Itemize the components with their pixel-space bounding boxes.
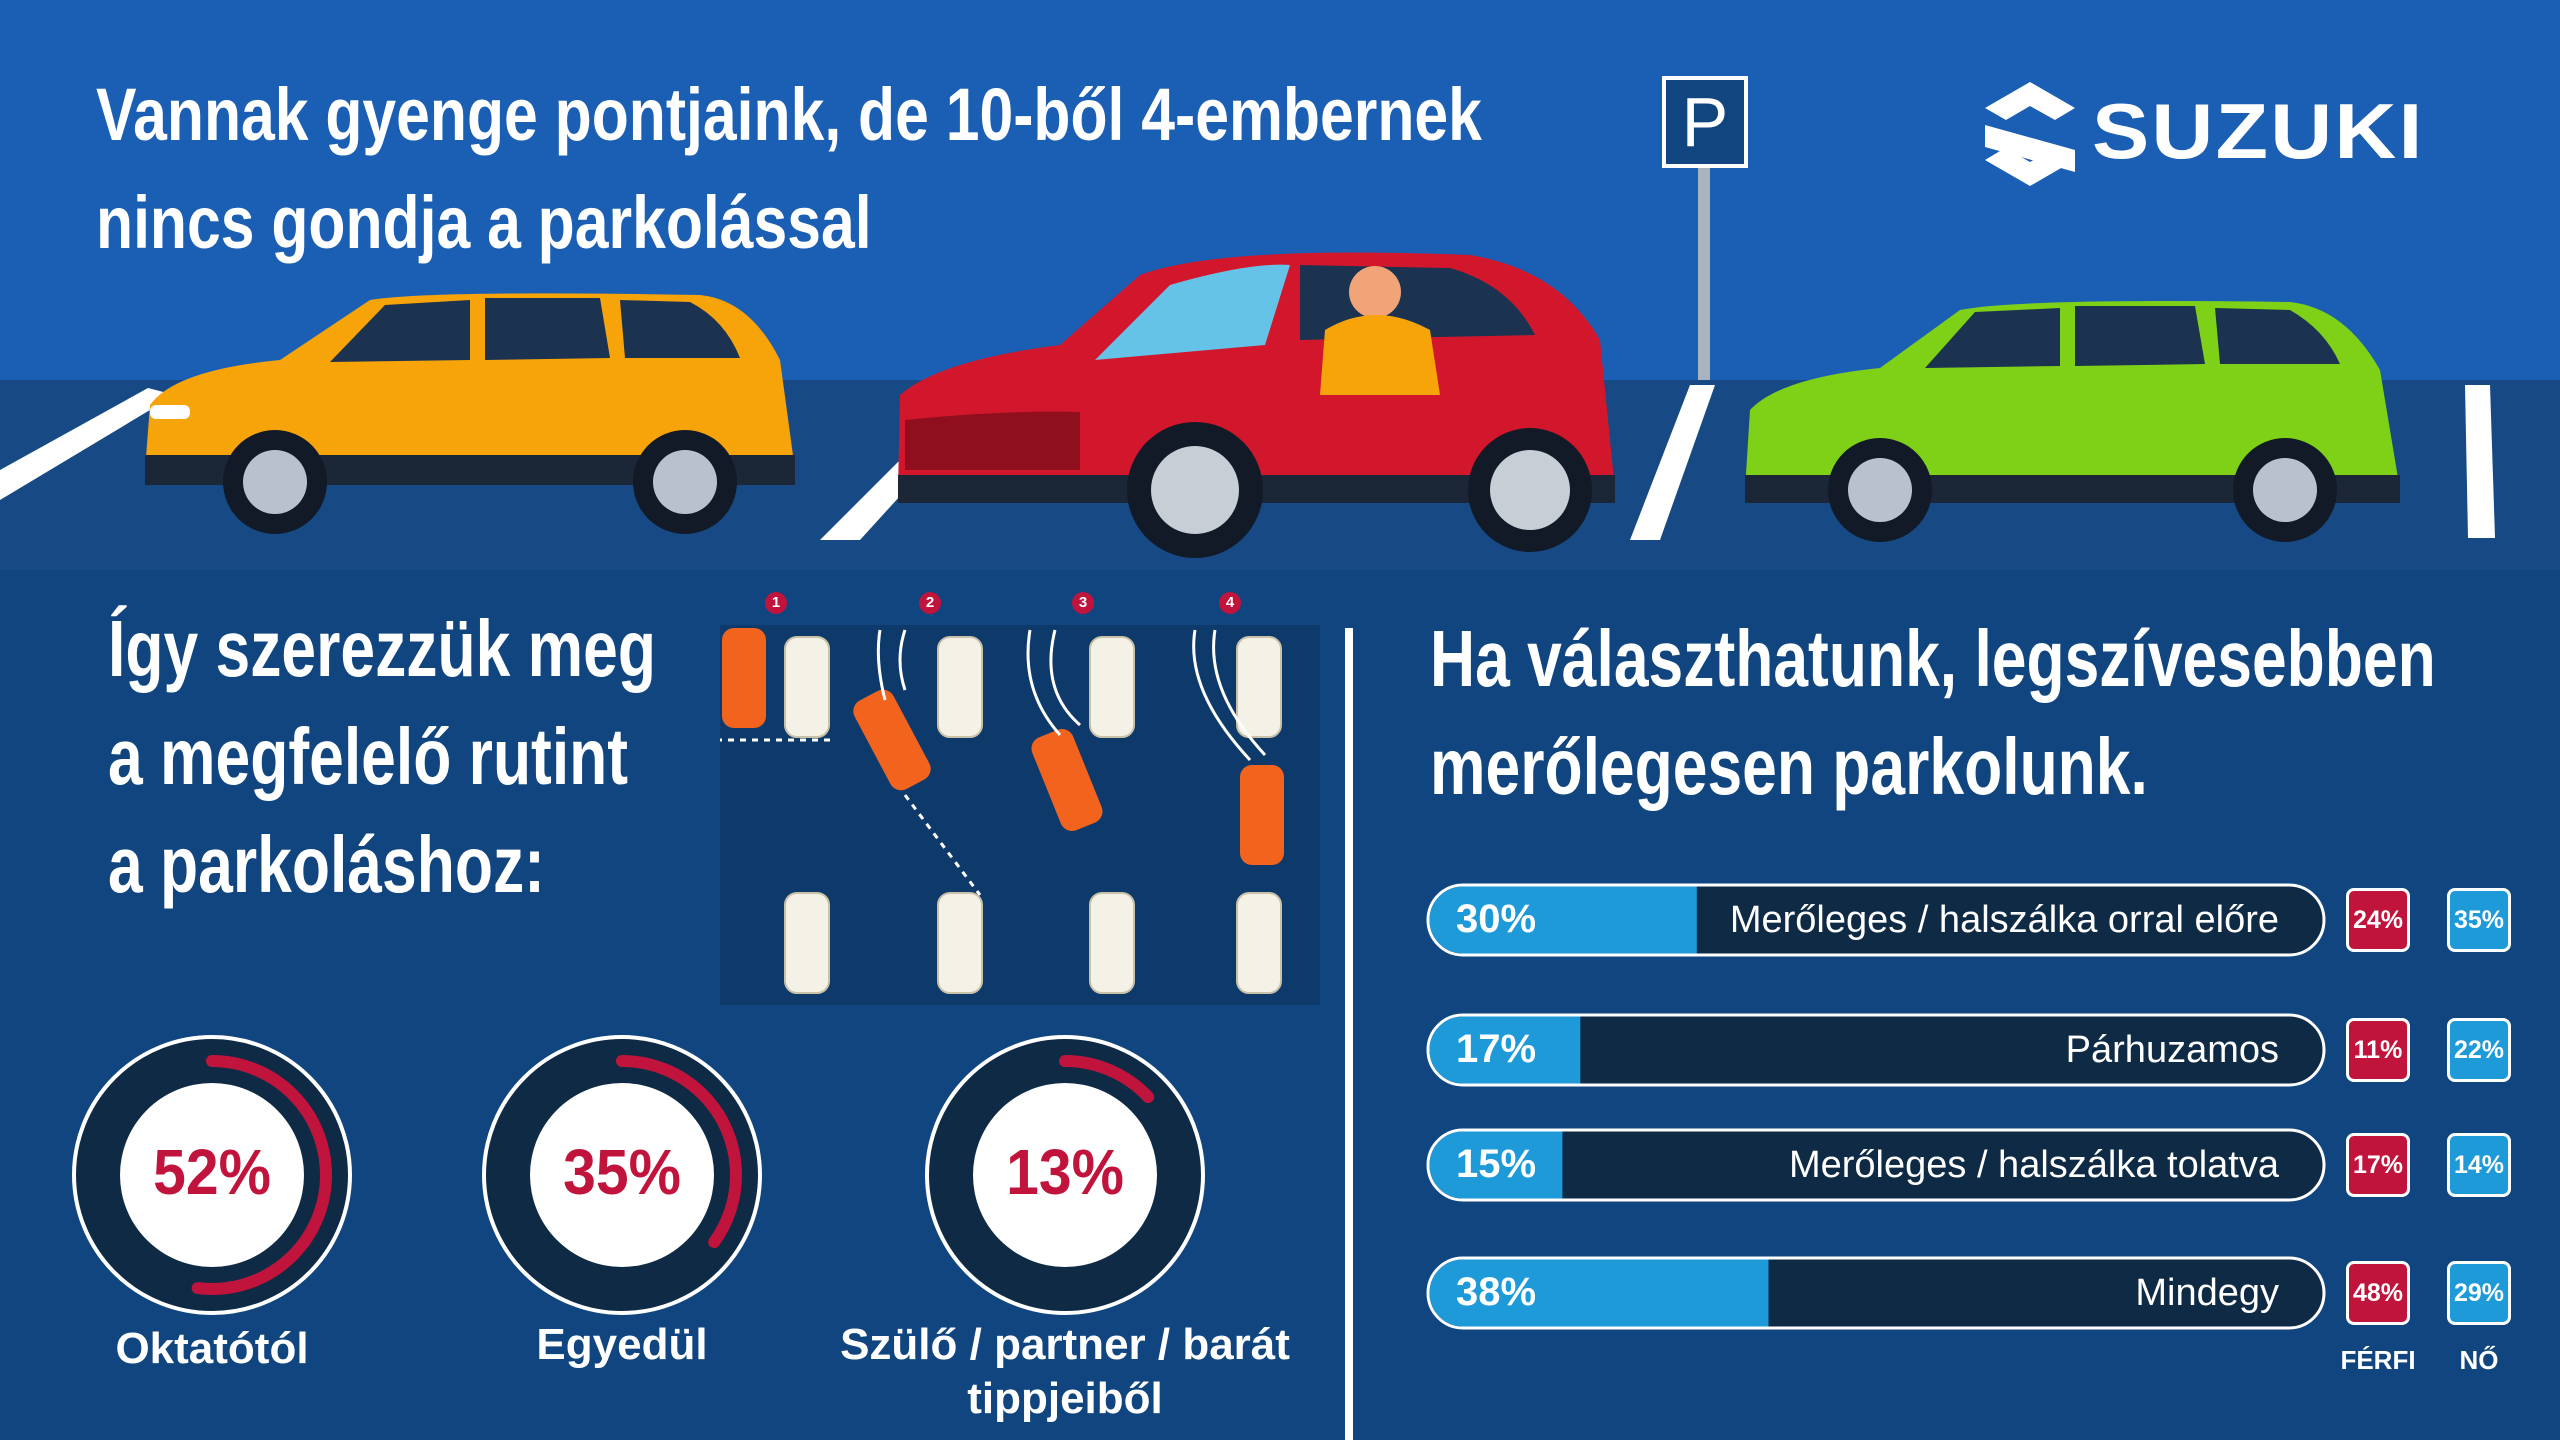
parking-sign-letter: P [1681, 83, 1729, 161]
parking-sign [1662, 76, 1748, 380]
legend-male: FÉRFI [2340, 1345, 2416, 1375]
bar-fill [1429, 1259, 1769, 1327]
suzuki-s-logo-icon [1985, 82, 2075, 186]
orange-car-illustration [145, 293, 795, 534]
bar-category-label: Párhuzamos [2065, 1029, 2279, 1071]
learning-donut-charts [72, 1035, 1205, 1315]
learning-title-line-3: a parkoláshoz: [108, 820, 545, 909]
bar-value-label: 15% [1456, 1142, 1537, 1186]
step-marker-2: 2 [919, 592, 941, 614]
donut-center [973, 1083, 1157, 1267]
donut-value-arc [92, 1055, 332, 1295]
suzuki-logo-text: SUZUKI [2092, 87, 2425, 175]
donut-category-label: Szülő / partner / barát tippjeiből [840, 1320, 1290, 1423]
step-marker-3: 3 [1072, 592, 1094, 614]
learning-title-line-1: Így szerezzük meg [108, 604, 656, 693]
donut-value: 52% [153, 1136, 271, 1208]
donut-category-label: Egyedül [536, 1320, 708, 1369]
bar-category-label: Mindegy [2135, 1272, 2279, 1314]
donut-value-arc [502, 1055, 742, 1295]
bar-value-label: 17% [1456, 1027, 1537, 1071]
section-divider [1345, 628, 1353, 1440]
red-car-illustration [898, 252, 1615, 558]
donut-value: 13% [1006, 1136, 1124, 1208]
male-value-badge: 17% [2346, 1133, 2410, 1197]
preference-title-line-1: Ha választhatunk, legszívesebben [1430, 614, 2436, 703]
donut-value: 35% [563, 1136, 681, 1208]
donut-center [120, 1083, 304, 1267]
male-value-badge: 48% [2346, 1261, 2410, 1325]
bar-category-label: Merőleges / halszálka tolatva [1788, 1144, 2279, 1186]
legend-female: NŐ [2459, 1345, 2499, 1375]
parking-lines [0, 385, 2495, 540]
female-value-badge: 29% [2447, 1261, 2511, 1325]
preference-title-line-2: merőlegesen parkolunk. [1430, 722, 2148, 811]
bar-fill [1429, 886, 1697, 954]
bar-fill [1429, 1131, 1563, 1199]
male-value-badge: 11% [2346, 1018, 2410, 1082]
bar-fill [1429, 1016, 1581, 1084]
bar-value-label: 38% [1456, 1270, 1537, 1314]
bar-value-label: 30% [1456, 897, 1537, 941]
parking-steps-diagram [720, 625, 1320, 1005]
green-car-illustration [1745, 301, 2400, 542]
bar-track [1426, 1013, 2326, 1087]
male-value-badge: 24% [2346, 888, 2410, 952]
bar-category-label: Merőleges / halszálka orral előre [1729, 899, 2279, 941]
female-value-badge: 14% [2447, 1133, 2511, 1197]
female-value-badge: 22% [2447, 1018, 2511, 1082]
learning-title-line-2: a megfelelő rutint [108, 712, 629, 801]
bar-track [1426, 1128, 2326, 1202]
step-marker-1: 1 [765, 592, 787, 614]
donut-category-label: Oktatótól [115, 1324, 309, 1373]
main-title-line-2: nincs gondja a parkolással [96, 181, 872, 264]
step-marker-4: 4 [1219, 592, 1241, 614]
donut-value-arc [945, 1055, 1185, 1295]
main-title-line-1: Vannak gyenge pontjaink, de 10-ből 4-emb… [96, 73, 1482, 156]
preference-bar-chart [1426, 883, 2326, 1330]
female-value-badge: 35% [2447, 888, 2511, 952]
donut-center [530, 1083, 714, 1267]
